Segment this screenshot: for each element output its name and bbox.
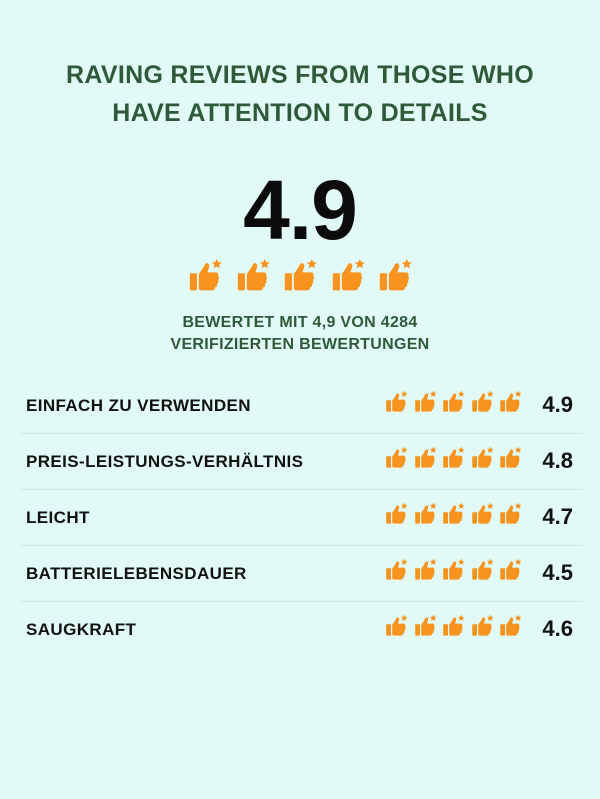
thumbs-up-star-icon: [442, 614, 466, 638]
thumbs-up-star-icon: [331, 258, 367, 294]
thumbs-up-star-icon: [471, 390, 495, 414]
thumbs-up-star-icon: [471, 558, 495, 582]
thumbs-up-star-icon: [385, 390, 409, 414]
thumbs-up-star-icon: [414, 558, 438, 582]
thumbs-up-star-icon: [283, 258, 319, 294]
thumbs-up-star-icon: [385, 558, 409, 582]
thumbs-up-star-icon: [414, 446, 438, 470]
rating-row-score: 4.8: [542, 448, 573, 473]
thumbs-up-star-icon: [385, 446, 409, 470]
thumbs-up-star-icon: [499, 558, 523, 582]
rating-row: PREIS-LEISTUNGS-VERHÄLTNIS 4.8: [20, 434, 583, 490]
thumbs-up-star-icon: [442, 558, 466, 582]
rating-row: LEICHT 4.7: [20, 490, 583, 546]
rating-row: SAUGKRAFT 4.6: [20, 602, 583, 658]
thumbs-up-star-icon: [471, 446, 495, 470]
thumbs-up-star-icon: [442, 390, 466, 414]
thumbs-up-star-icon: [499, 614, 523, 638]
thumbs-up-star-icon: [442, 502, 466, 526]
rating-row-icons: [385, 446, 523, 470]
headline: RAVING REVIEWS FROM THOSE WHO HAVE ATTEN…: [66, 61, 534, 127]
rating-row: EINFACH ZU VERWENDEN 4.9: [20, 378, 583, 434]
thumbs-up-star-icon: [236, 258, 272, 294]
overall-rating-icons: [188, 256, 414, 294]
rating-row-score: 4.7: [542, 504, 573, 529]
rating-row: BATTERIELEBENSDAUER 4.5: [20, 546, 583, 602]
thumbs-up-star-icon: [471, 614, 495, 638]
rating-row-score: 4.6: [542, 616, 573, 641]
thumbs-up-star-icon: [499, 502, 523, 526]
thumbs-up-star-icon: [499, 390, 523, 414]
thumbs-up-star-icon: [188, 258, 224, 294]
rating-row-icons: [385, 558, 523, 582]
thumbs-up-star-icon: [499, 446, 523, 470]
thumbs-up-star-icon: [385, 614, 409, 638]
rating-row-label: EINFACH ZU VERWENDEN: [26, 396, 251, 415]
thumbs-up-star-icon: [414, 390, 438, 414]
thumbs-up-star-icon: [414, 614, 438, 638]
thumbs-up-star-icon: [442, 446, 466, 470]
rating-row-score: 4.5: [542, 560, 573, 585]
rating-summary-line2: VERIFIZIERTEN BEWERTUNGEN: [170, 336, 430, 353]
rating-row-icons: [385, 390, 523, 414]
rating-row-label: PREIS-LEISTUNGS-VERHÄLTNIS: [26, 452, 304, 471]
thumbs-up-star-icon: [471, 502, 495, 526]
rating-breakdown-list: EINFACH ZU VERWENDEN 4.9 PREIS-LEISTUNGS…: [20, 378, 583, 658]
rating-row-label: SAUGKRAFT: [26, 620, 137, 639]
rating-row-score: 4.9: [542, 392, 573, 417]
rating-row-label: LEICHT: [26, 508, 90, 527]
rating-summary: BEWERTET MIT 4,9 VON 4284 VERIFIZIERTEN …: [0, 312, 600, 356]
thumbs-up-star-icon: [414, 502, 438, 526]
thumbs-up-star-icon: [385, 502, 409, 526]
rating-summary-line1: BEWERTET MIT 4,9 VON 4284: [182, 314, 418, 331]
rating-row-icons: [385, 502, 523, 526]
overall-score: 4.9: [243, 163, 358, 257]
rating-row-icons: [385, 614, 523, 638]
rating-row-label: BATTERIELEBENSDAUER: [26, 564, 247, 583]
thumbs-up-star-icon: [378, 258, 414, 294]
